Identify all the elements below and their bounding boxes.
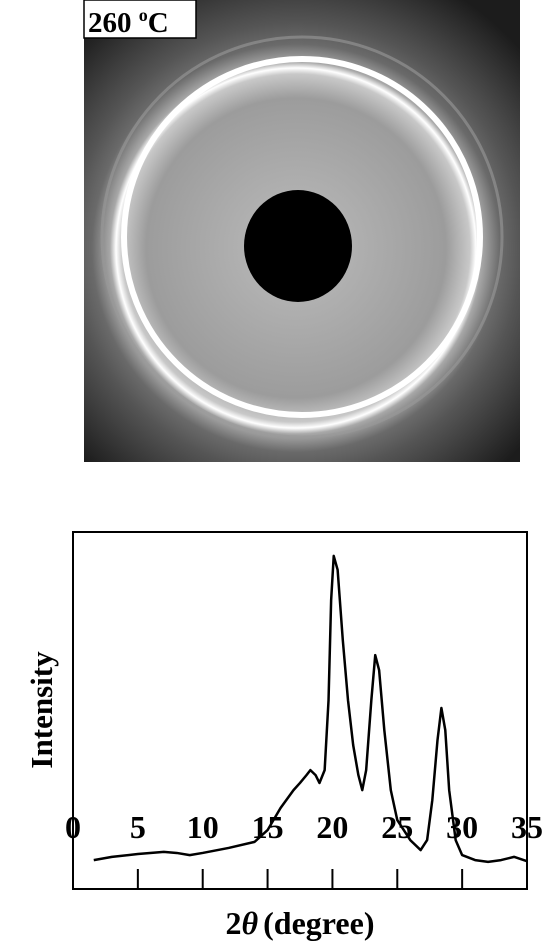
- x-tick-label: 10: [187, 809, 219, 845]
- diffraction-image: 260 oC: [83, 0, 520, 462]
- plot-frame: [72, 531, 528, 890]
- x-tick-label: 35: [511, 809, 543, 845]
- x-tick-label: 30: [446, 809, 478, 845]
- x-tick-label: 0: [65, 809, 81, 845]
- y-axis-label: Intensity: [24, 651, 59, 769]
- xrd-curve: [93, 554, 528, 864]
- x-tick-label: 20: [316, 809, 348, 845]
- temperature-label: 260 oC: [88, 5, 169, 39]
- x-tick-label: 5: [130, 809, 146, 845]
- x-axis-label: 2θ (degree): [226, 905, 375, 941]
